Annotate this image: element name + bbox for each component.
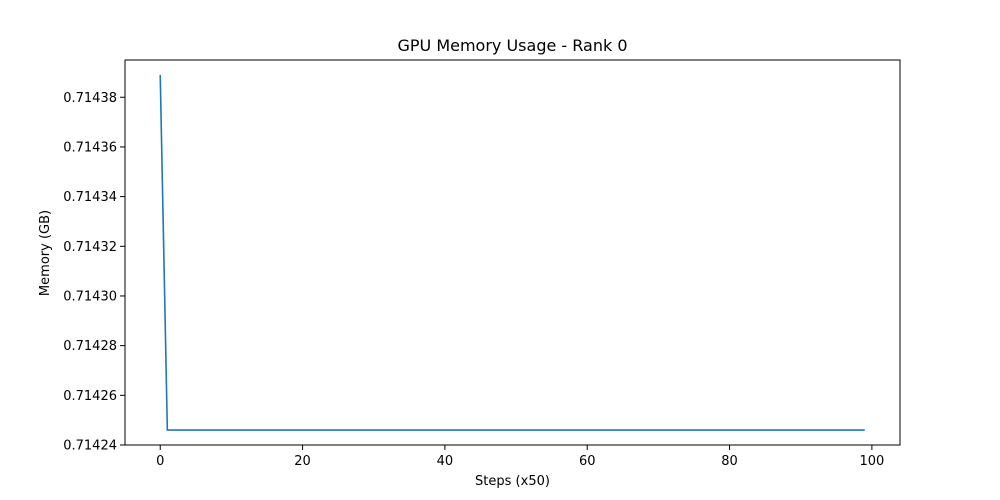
x-tick-label: 40 (437, 454, 454, 469)
y-tick-label: 0.71434 (63, 190, 117, 205)
y-tick-label: 0.71432 (63, 240, 117, 255)
x-tick-label: 100 (859, 454, 884, 469)
y-tick-label: 0.71436 (63, 140, 117, 155)
x-axis-ticks: 0 20 40 60 80 100 (156, 445, 884, 469)
x-tick-label: 80 (721, 454, 738, 469)
y-tick-label: 0.71438 (63, 91, 117, 106)
y-tick-label: 0.71430 (63, 289, 117, 304)
y-axis-label: Memory (GB) (38, 210, 53, 296)
y-axis-ticks: 0.71424 0.71426 0.71428 0.71430 0.71432 0.714… (63, 91, 125, 454)
y-tick-label: 0.71428 (63, 339, 117, 354)
series-line (159, 74, 865, 431)
x-tick-label: 20 (294, 454, 311, 469)
x-tick-label: 60 (579, 454, 596, 469)
y-tick-label: 0.71424 (63, 439, 117, 454)
plot-frame (124, 59, 901, 446)
x-tick-label: 0 (156, 454, 164, 469)
y-tick-label: 0.71426 (63, 389, 117, 404)
x-axis-label: Steps (x50) (475, 474, 550, 489)
chart-title: GPU Memory Usage - Rank 0 (397, 36, 627, 55)
